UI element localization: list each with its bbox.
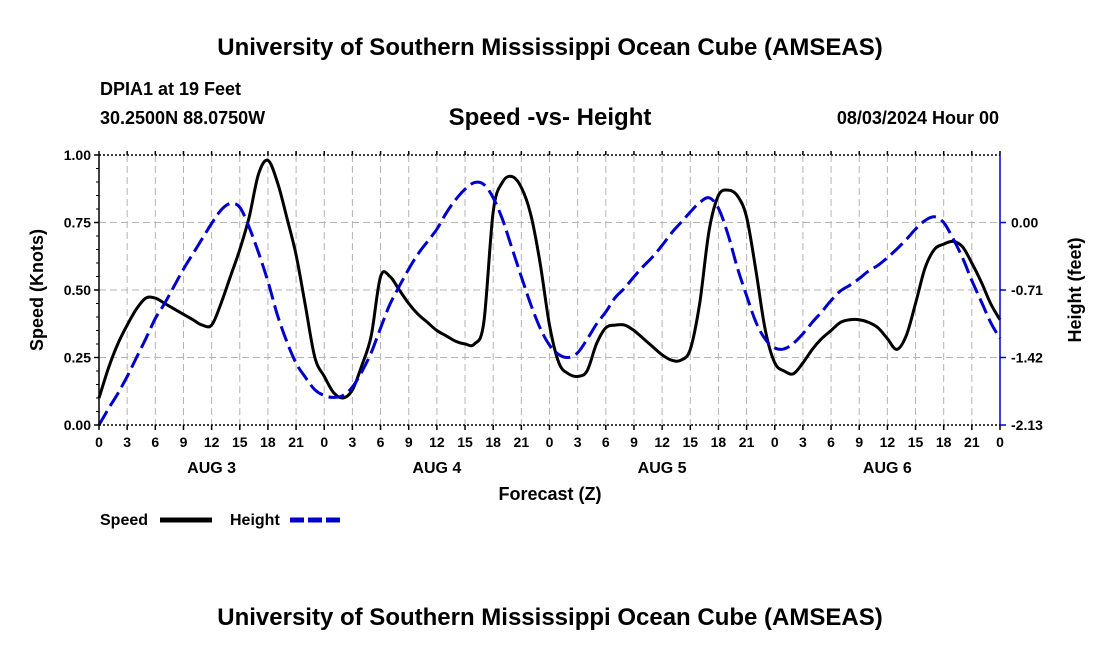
x-tick-label: 9 xyxy=(405,434,413,450)
x-tick-label: 0 xyxy=(996,434,1004,450)
x-tick-label: 0 xyxy=(95,434,103,450)
x-tick-label: 18 xyxy=(711,434,727,450)
x-tick-label: 21 xyxy=(739,434,755,450)
x-tick-label: 6 xyxy=(827,434,835,450)
series-layer xyxy=(97,158,1002,426)
x-tick-label: 15 xyxy=(682,434,698,450)
grid xyxy=(99,155,1000,425)
series-line-speed xyxy=(97,158,1002,400)
x-tick-label: 12 xyxy=(429,434,445,450)
x-tick-label: 15 xyxy=(232,434,248,450)
chart-title: Speed -vs- Height xyxy=(449,104,652,131)
forecast-datetime: 08/03/2024 Hour 00 xyxy=(837,108,999,128)
y-tick-label: 0.75 xyxy=(64,215,91,231)
page-title: University of Southern Mississippi Ocean… xyxy=(217,34,882,61)
y2-axis-title: Height (feet) xyxy=(1065,238,1085,343)
series-line-height xyxy=(97,180,1002,426)
x-tick-label: 18 xyxy=(260,434,276,450)
x-tick-label: 6 xyxy=(151,434,159,450)
x-tick-label: 9 xyxy=(630,434,638,450)
station-label: DPIA1 at 19 Feet xyxy=(100,79,241,99)
x-tick-label: 21 xyxy=(964,434,980,450)
y-tick-label: 0.00 xyxy=(64,417,91,433)
x-tick-label: 0 xyxy=(771,434,779,450)
y2-tick-label: 0.00 xyxy=(1011,215,1038,231)
x-tick-label: 9 xyxy=(180,434,188,450)
x-tick-label: 3 xyxy=(123,434,131,450)
footer-title: University of Southern Mississippi Ocean… xyxy=(217,604,882,631)
x-tick-label: 6 xyxy=(602,434,610,450)
y2-tick-label: -0.71 xyxy=(1011,282,1043,298)
day-label: AUG 5 xyxy=(638,460,687,477)
y-tick-label: 0.50 xyxy=(64,282,91,298)
x-tick-label: 3 xyxy=(799,434,807,450)
x-tick-label: 15 xyxy=(457,434,473,450)
x-tick-label: 0 xyxy=(546,434,554,450)
x-tick-label: 12 xyxy=(654,434,670,450)
x-tick-label: 12 xyxy=(204,434,220,450)
axes: 0 3 6 9 12 15 18 21 0 3 6 9 12 15 18 21 0 3 6 9 12 15 18 21 0 3 6 9… xyxy=(64,147,1043,477)
legend: Speed Height xyxy=(100,512,342,529)
day-label: AUG 6 xyxy=(863,460,912,477)
y2-tick-label: -1.42 xyxy=(1011,350,1043,366)
y-tick-label: 0.25 xyxy=(64,350,91,366)
x-tick-label: 21 xyxy=(514,434,530,450)
x-tick-label: 9 xyxy=(855,434,863,450)
day-label: AUG 3 xyxy=(187,460,236,477)
legend-label-height: Height xyxy=(230,512,280,529)
legend-label-speed: Speed xyxy=(100,512,148,529)
y2-tick-label: -2.13 xyxy=(1011,417,1043,433)
y-axis-title: Speed (Knots) xyxy=(27,229,47,351)
x-tick-label: 21 xyxy=(288,434,304,450)
x-tick-label: 18 xyxy=(485,434,501,450)
x-axis-title: Forecast (Z) xyxy=(498,484,601,504)
coordinates-label: 30.2500N 88.0750W xyxy=(100,108,265,128)
x-tick-label: 0 xyxy=(320,434,328,450)
y-tick-label: 1.00 xyxy=(64,147,91,163)
x-tick-label: 6 xyxy=(377,434,385,450)
x-tick-label: 3 xyxy=(574,434,582,450)
day-label: AUG 4 xyxy=(412,460,461,477)
x-tick-label: 15 xyxy=(908,434,924,450)
x-tick-label: 18 xyxy=(936,434,952,450)
x-tick-label: 3 xyxy=(349,434,357,450)
x-tick-label: 12 xyxy=(880,434,896,450)
